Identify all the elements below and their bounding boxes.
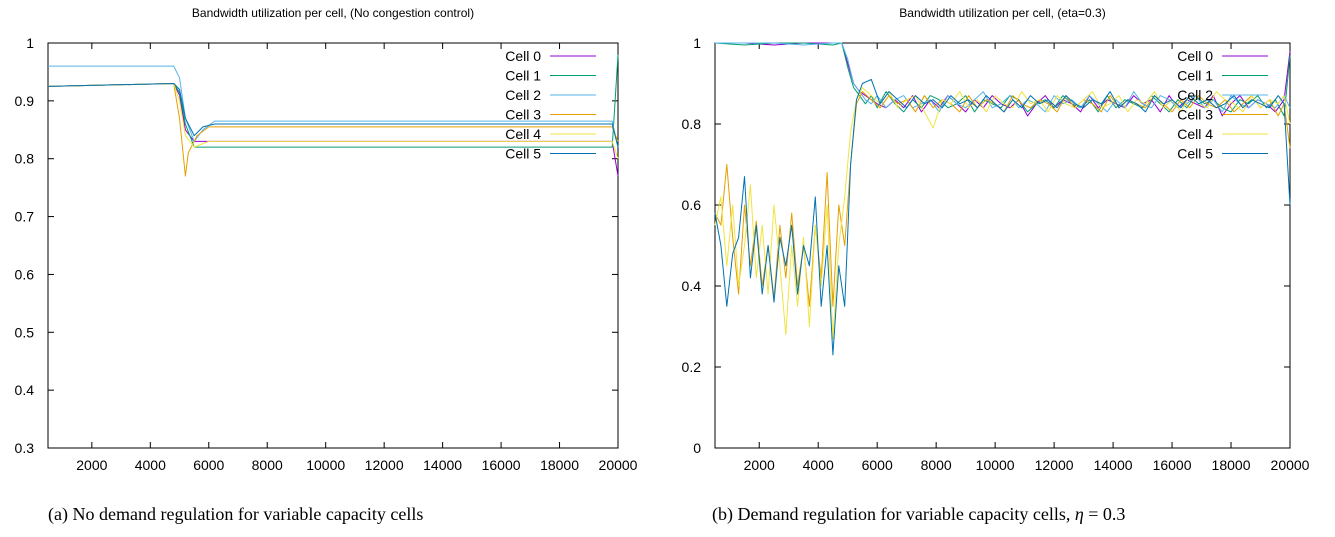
chart-a-xtick-label: 6000 [193, 457, 224, 473]
chart-b-xtick-label: 10000 [976, 457, 1015, 473]
chart-b-xtick-label: 16000 [1153, 457, 1192, 473]
chart-a-xtick-label: 16000 [482, 457, 521, 473]
chart-b-plot-frame [714, 42, 1291, 449]
chart-b-legend-label: Cell 3 [1177, 107, 1213, 123]
chart-a-ytick-label: 0.5 [15, 324, 35, 340]
chart-b-xtick-label: 4000 [803, 457, 834, 473]
caption-b-suffix: = 0.3 [1084, 504, 1126, 524]
chart-a-series-cell-5 [47, 83, 619, 148]
chart-a-legend-label: Cell 2 [505, 87, 541, 103]
chart-b-legend-label: Cell 2 [1177, 87, 1213, 103]
chart-b-legend-label: Cell 0 [1177, 48, 1213, 64]
chart-a-ytick-label: 0.9 [15, 93, 35, 109]
chart-a-xtick-label: 4000 [135, 457, 166, 473]
chart-b-ytick-label: 1 [693, 35, 701, 51]
chart-b-xtick-label: 2000 [744, 457, 775, 473]
chart-b-ytick-label: 0.2 [682, 359, 702, 375]
chart-b-ytick-label: 0.8 [682, 116, 702, 132]
chart-a-xtick-label: 14000 [423, 457, 462, 473]
caption-b: (b) Demand regulation for variable capac… [712, 504, 1125, 525]
chart-b-series-cell-5 [714, 78, 1291, 356]
chart-a-legend-label: Cell 3 [505, 107, 541, 123]
chart-a-series-cell-4 [47, 83, 619, 159]
chart-b-legend-label: Cell 1 [1177, 68, 1213, 84]
chart-a-legend-label: Cell 1 [505, 68, 541, 84]
chart-a-series-cell-3 [47, 83, 619, 177]
chart-a-xtick-label: 18000 [540, 457, 579, 473]
chart-a-ytick-label: 0.3 [15, 440, 35, 456]
chart-a-ytick-label: 0.4 [15, 382, 35, 398]
chart-a-ytick-label: 0.8 [15, 151, 35, 167]
chart-eta-0-3: Bandwidth utilization per cell, (eta=0.3… [682, 6, 1310, 473]
chart-b-xtick-label: 18000 [1212, 457, 1251, 473]
chart-b-xtick-label: 20000 [1271, 457, 1310, 473]
chart-a-ytick-label: 1 [26, 35, 34, 51]
caption-b-symbol: η [1075, 504, 1084, 524]
chart-a-plot-frame [47, 42, 619, 449]
chart-a-xtick-label: 10000 [306, 457, 345, 473]
chart-a-series-cell-2 [48, 65, 619, 148]
chart-a-ytick-label: 0.7 [15, 209, 35, 225]
chart-a-xtick-label: 2000 [76, 457, 107, 473]
chart-b-legend-label: Cell 5 [1177, 146, 1213, 162]
chart-b-legend-label: Cell 4 [1177, 126, 1213, 142]
caption-b-prefix: (b) Demand regulation for variable capac… [712, 504, 1075, 525]
chart-b-xtick-label: 8000 [921, 457, 952, 473]
chart-b-ytick-label: 0.4 [682, 278, 702, 294]
chart-a-xtick-label: 20000 [599, 457, 638, 473]
chart-b-xtick-label: 14000 [1094, 457, 1133, 473]
chart-b-xtick-label: 6000 [862, 457, 893, 473]
chart-b-title: Bandwidth utilization per cell, (eta=0.3… [899, 6, 1105, 20]
chart-b-series-cell-2 [715, 42, 1291, 113]
chart-b-series-cell-3 [714, 91, 1291, 307]
chart-a-ytick-label: 0.6 [15, 266, 35, 282]
chart-a-xtick-label: 8000 [252, 457, 283, 473]
chart-b-ytick-label: 0.6 [682, 197, 702, 213]
chart-b-ytick-label: 0 [693, 440, 701, 456]
chart-a-legend-label: Cell 5 [505, 146, 541, 162]
chart-a-xtick-label: 12000 [365, 457, 404, 473]
chart-b-xtick-label: 12000 [1035, 457, 1074, 473]
chart-a-legend-label: Cell 0 [505, 48, 541, 64]
caption-a: (a) No demand regulation for variable ca… [48, 504, 423, 525]
chart-b-series-cell-4 [714, 87, 1291, 340]
chart-no-congestion-control: Bandwidth utilization per cell, (No cong… [15, 6, 638, 473]
chart-a-legend-label: Cell 4 [505, 126, 541, 142]
chart-a-title: Bandwidth utilization per cell, (No cong… [192, 6, 474, 20]
